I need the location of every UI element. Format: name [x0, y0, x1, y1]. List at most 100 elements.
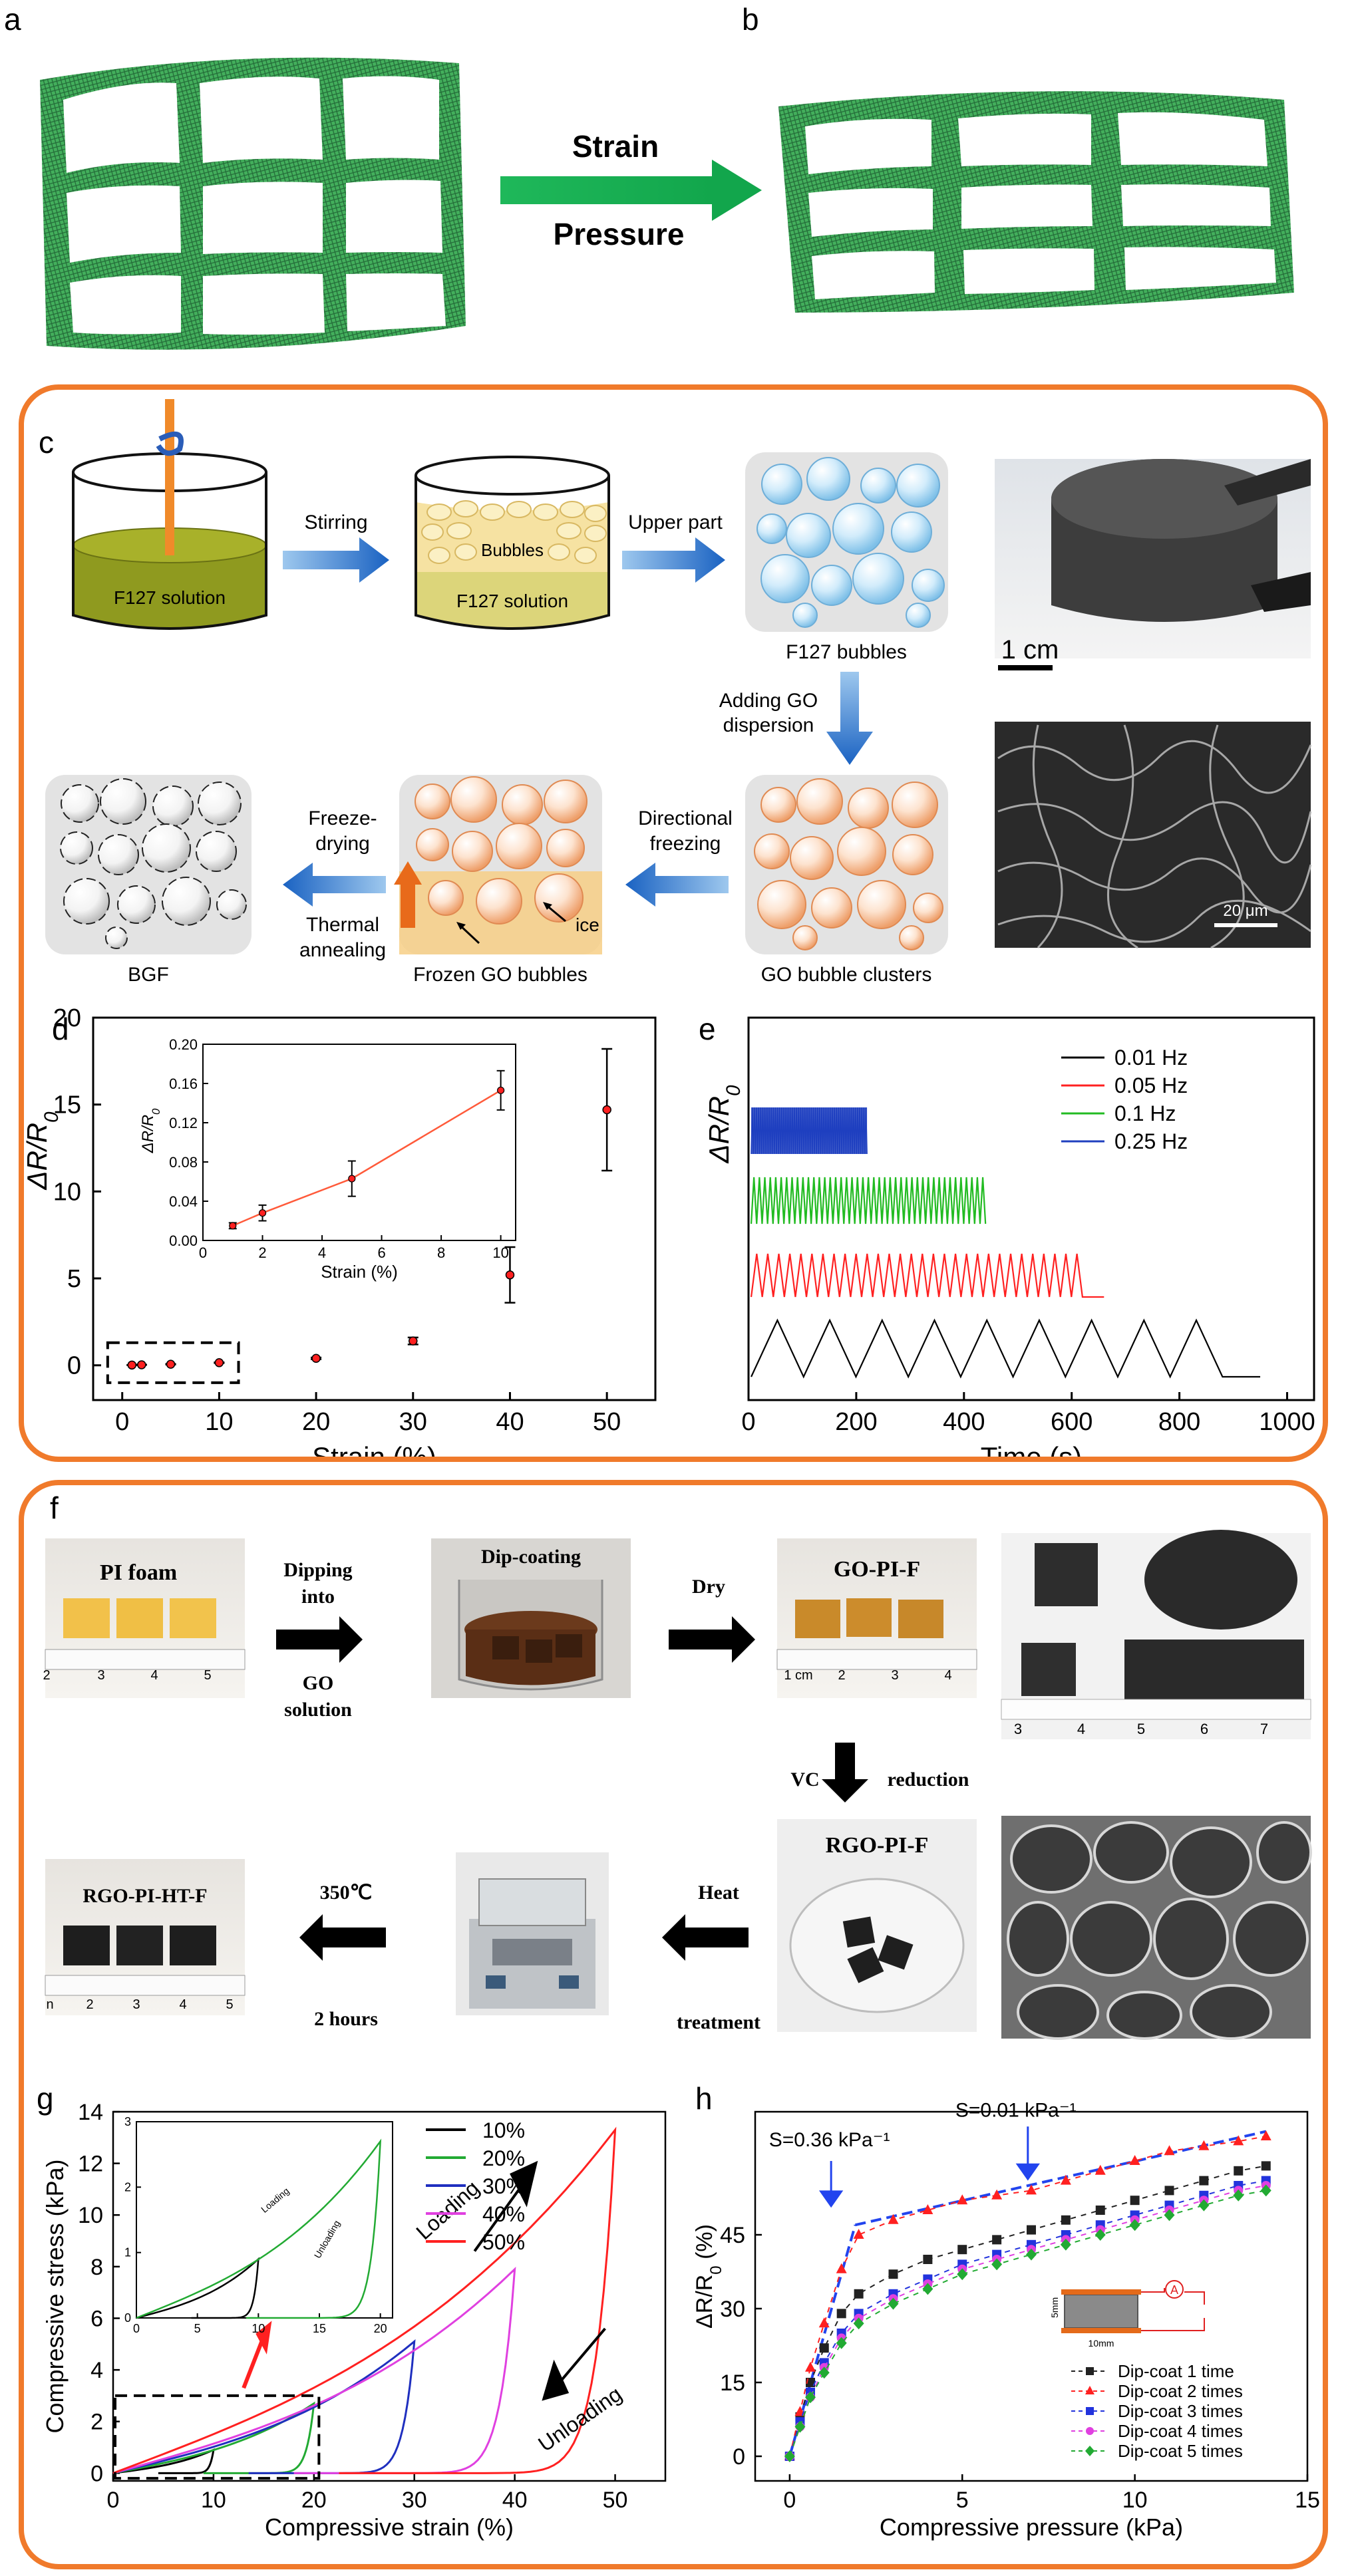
ruler4-tick-0: 3 — [1014, 1721, 1022, 1737]
arrow-upper-part — [622, 537, 725, 583]
chart-h-ytick-label: 45 — [720, 2223, 745, 2248]
device-10mm-label: 10mm — [1089, 2338, 1114, 2349]
chart-h-arrowhead-s036 — [818, 2190, 844, 2208]
chart-d-inset-frame — [202, 1044, 516, 1241]
device-bottom-electrode — [1061, 2328, 1141, 2333]
ruler2-tick-0: 1 cm — [784, 1668, 812, 1683]
step-adding-go-1: Adding GO — [719, 690, 818, 712]
chart-h-fit-line-high — [854, 2130, 1267, 2227]
chart-h-point — [1260, 2184, 1271, 2197]
chart-d-xtick-label: 0 — [115, 1408, 129, 1436]
step-treatment: treatment — [677, 2011, 760, 2033]
scale-20um: 20 μm — [1223, 902, 1267, 920]
chart-h-legend-marker — [1086, 2407, 1094, 2415]
chart-h-point — [784, 2450, 795, 2462]
pi-foam-label: PI foam — [100, 1560, 177, 1585]
photo-pi-foam: 2 3 4 5 PI foam — [43, 1538, 246, 1698]
panel-label-b: b — [742, 2, 759, 37]
chart-d: 0 10 20 30 40 50 0 5 10 15 20 Strain (%) ΔR/R0 0 2 4 6 8 1… — [21, 1004, 657, 1457]
chart-e: 0 200 400 600 800 1000 Time (s) ΔR/R0 0.01 Hz 0.0… — [703, 1016, 1315, 1457]
chart-h-point — [922, 2204, 933, 2214]
chart-h-legend-label: Dip-coat 1 time — [1118, 2361, 1234, 2381]
chart-h-point — [819, 2343, 829, 2353]
chart-d-inset-xtick-label: 6 — [377, 1244, 385, 1261]
chart-h-point — [1095, 2206, 1105, 2215]
step-dry: Dry — [692, 1576, 725, 1598]
chart-h-point — [1061, 2215, 1071, 2225]
chart-d-inset-xtick-label: 10 — [492, 1244, 508, 1261]
chart-h-series-line — [788, 2190, 1266, 2457]
step-upper-part: Upper part — [628, 511, 723, 533]
chart-h-point — [1261, 2161, 1271, 2171]
chart-g-ytick-label: 2 — [90, 2410, 103, 2435]
ruler1-tick-0: 2 — [43, 1668, 50, 1683]
chart-d-inset-xlabel: Strain (%) — [321, 1262, 398, 1282]
chart-h-point — [794, 2420, 806, 2433]
step-thermal-2: annealing — [299, 939, 386, 961]
frame-fgh — [19, 1480, 1328, 2569]
chart-g-legend-label: 50% — [482, 2230, 525, 2254]
chart-d-point — [166, 1360, 176, 1369]
chart-g-ytick-label: 10 — [78, 2203, 103, 2228]
chart-g-xtick-label: 40 — [502, 2488, 528, 2513]
ice-label: ice — [576, 915, 599, 935]
chart-h-legend-marker — [1086, 2367, 1094, 2375]
chart-h-xtick-label: 15 — [1295, 2488, 1320, 2513]
chart-h-point — [992, 2235, 1002, 2245]
chart-d-inset-ytick-label: 0.00 — [169, 1232, 198, 1249]
panel-label-g: g — [37, 2081, 54, 2116]
go-bubble-clusters-box: GO bubble clusters — [745, 775, 948, 986]
chart-e-legend-label: 0.25 Hz — [1114, 1129, 1188, 1153]
chart-h-point — [957, 2268, 968, 2281]
chart-g-loading-arrowhead — [510, 2160, 538, 2208]
ruler3-tick-0: n — [46, 1997, 53, 2012]
chart-h-point — [1130, 2196, 1140, 2206]
chart-h-annotation-s036: S=0.36 kPa⁻¹ — [769, 2129, 890, 2151]
chart-g-ytick-label: 0 — [90, 2461, 103, 2486]
arrow-label-strain: Strain — [572, 129, 659, 164]
chart-h-point — [1026, 2248, 1037, 2261]
chart-d-point — [137, 1360, 146, 1369]
chart-d-xtick-label: 10 — [205, 1408, 233, 1436]
scale-1cm: 1 cm — [1001, 635, 1059, 664]
chart-d-ytick-label: 20 — [53, 1004, 81, 1032]
chart-d-point — [409, 1336, 418, 1346]
chart-g-ytick-label: 8 — [90, 2255, 103, 2280]
chart-h-point — [1060, 2238, 1071, 2251]
frame-cde — [19, 384, 1328, 1462]
chart-g-series-loop — [112, 2339, 416, 2474]
chart-g-unloading-arrowhead — [542, 2359, 570, 2401]
chart-h-ylabel: ΔR/R0 (%) — [692, 2224, 725, 2329]
chart-h-point — [818, 2366, 830, 2379]
chart-h-point — [1233, 2135, 1244, 2146]
chart-h-frame — [754, 2110, 1309, 2482]
ruler1-tick-2: 4 — [150, 1668, 158, 1683]
chart-h-point — [1060, 2174, 1071, 2185]
chart-h-point — [888, 2297, 899, 2310]
arrow-dry — [669, 1616, 755, 1663]
chart-d-xtick-label: 20 — [302, 1408, 330, 1436]
chart-h-legend-label: Dip-coat 5 times — [1118, 2441, 1243, 2461]
chart-e-legend-label: 0.1 Hz — [1114, 1101, 1176, 1125]
step-heat: Heat — [698, 1882, 739, 1904]
chart-g-inset-ytick-label: 3 — [124, 2115, 131, 2128]
chart-e-xtick-label: 600 — [1051, 1408, 1093, 1436]
chart-d-inset-ytick-label: 0.20 — [169, 1036, 198, 1053]
device-ammeter-label: A — [1170, 2283, 1178, 2297]
chart-g-ytick-label: 12 — [78, 2152, 103, 2177]
chart-h-xlabel: Compressive pressure (kPa) — [880, 2513, 1183, 2541]
chart-h-point — [991, 2258, 1003, 2271]
chart-e-series-band — [751, 1107, 868, 1154]
go-bubble-clusters-caption: GO bubble clusters — [761, 964, 932, 986]
chart-g-legend-label: 30% — [482, 2174, 525, 2198]
arrow-adding-go — [826, 672, 873, 765]
chart-e-series-line — [751, 1318, 1261, 1379]
device-foam — [1064, 2294, 1138, 2329]
chart-g-ylabel: Compressive stress (kPa) — [41, 2159, 69, 2433]
chart-h-device-inset: A 5mm 10mm — [1049, 2280, 1205, 2349]
step-stirring: Stirring — [304, 511, 367, 533]
dip-coating-label: Dip-coating — [481, 1546, 581, 1568]
chart-g-inset-xtick-label: 15 — [313, 2322, 326, 2335]
chart-d-xtick-label: 50 — [593, 1408, 621, 1436]
chart-h-point — [805, 2391, 816, 2404]
